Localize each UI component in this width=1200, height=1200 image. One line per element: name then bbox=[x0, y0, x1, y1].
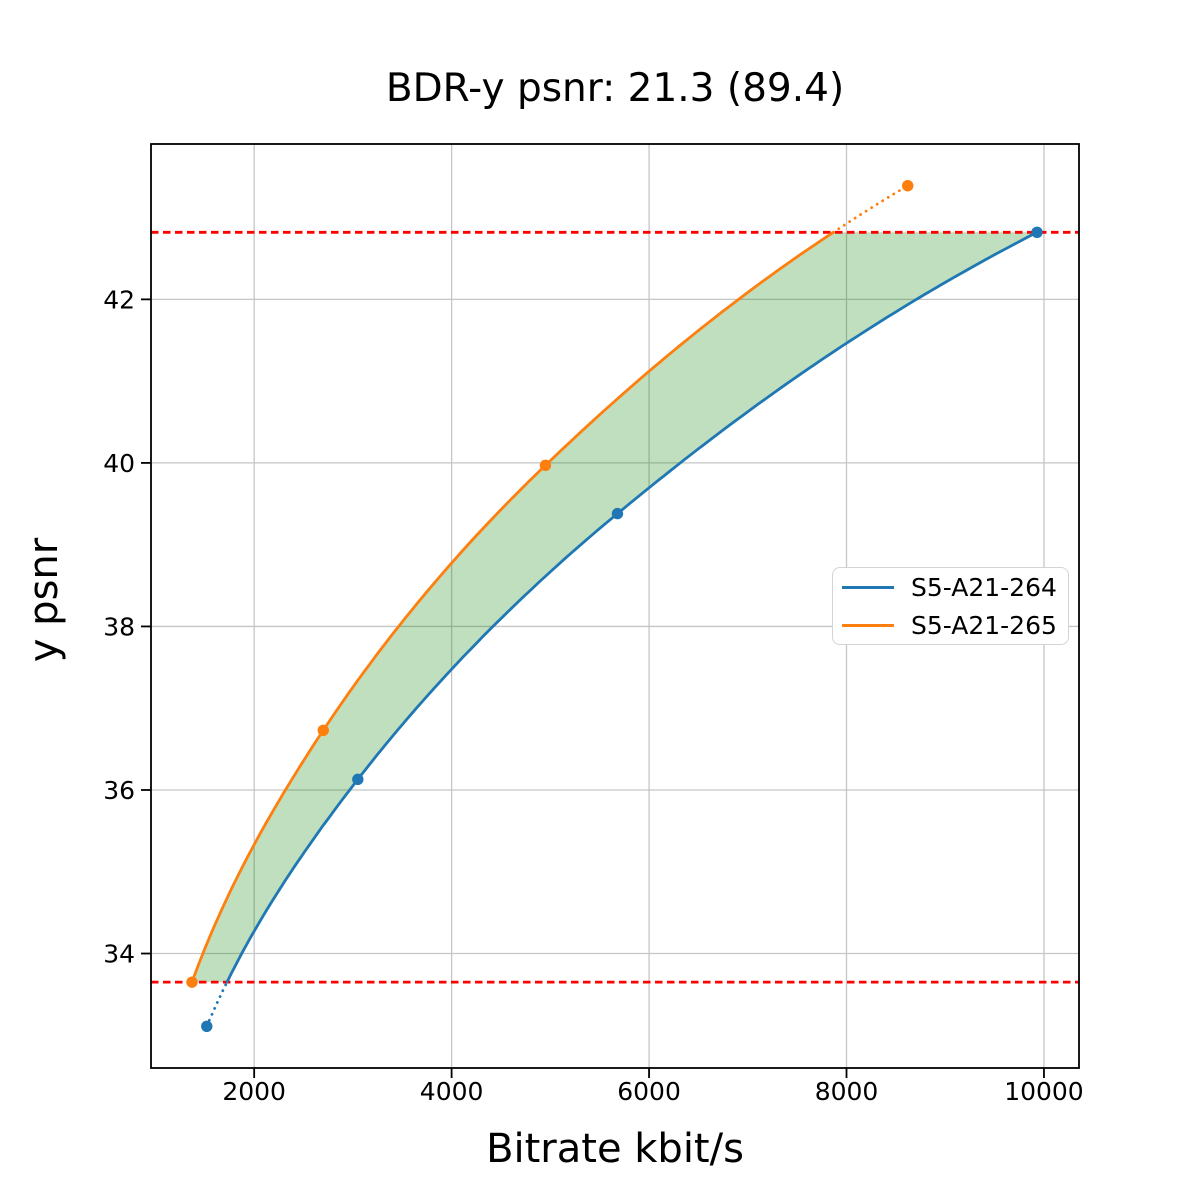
data-point-S5-A21-265[interactable] bbox=[186, 976, 198, 988]
y-tick-label: 34 bbox=[103, 940, 135, 969]
data-point-S5-A21-265[interactable] bbox=[902, 180, 914, 192]
legend-entry-264[interactable]: S5-A21-264 bbox=[833, 570, 1068, 604]
plot-frame bbox=[150, 143, 1080, 1069]
chart-title: BDR-y psnr: 21.3 (89.4) bbox=[385, 66, 845, 111]
legend[interactable]: S5-A21-264 S5-A21-265 bbox=[832, 567, 1069, 645]
series-curve-dotted-S5-A21-265 bbox=[831, 184, 910, 234]
data-point-S5-A21-264[interactable] bbox=[611, 507, 624, 520]
x-tick-label: 6000 bbox=[617, 1077, 681, 1106]
legend-line-sample-264 bbox=[842, 585, 894, 589]
y-tick-label: 38 bbox=[103, 612, 135, 641]
legend-line-sample-265 bbox=[842, 623, 894, 627]
y-tick-label: 40 bbox=[103, 449, 135, 478]
series-curve-S5-A21-264 bbox=[225, 230, 1039, 984]
x-tick-label: 10000 bbox=[1004, 1077, 1084, 1106]
series-curve-S5-A21-265 bbox=[190, 230, 835, 984]
data-point-S5-A21-265[interactable] bbox=[317, 724, 329, 736]
legend-label-265: S5-A21-265 bbox=[911, 610, 1057, 640]
data-point-S5-A21-264[interactable] bbox=[1031, 226, 1043, 239]
x-axis-label: Bitrate kbit/s bbox=[486, 1126, 744, 1172]
x-tick-label: 8000 bbox=[815, 1077, 879, 1106]
x-tick-label: 2000 bbox=[222, 1077, 286, 1106]
x-tick-label: 4000 bbox=[420, 1077, 484, 1106]
data-point-S5-A21-264[interactable] bbox=[352, 773, 364, 786]
y-tick-label: 36 bbox=[103, 776, 135, 805]
data-point-S5-A21-264[interactable] bbox=[201, 1020, 213, 1032]
legend-label-264: S5-A21-264 bbox=[911, 572, 1057, 602]
series-curve-dotted-S5-A21-264 bbox=[205, 980, 229, 1028]
y-tick-label: 42 bbox=[103, 285, 135, 314]
data-point-S5-A21-265[interactable] bbox=[539, 459, 552, 472]
legend-entry-265[interactable]: S5-A21-265 bbox=[833, 608, 1068, 642]
